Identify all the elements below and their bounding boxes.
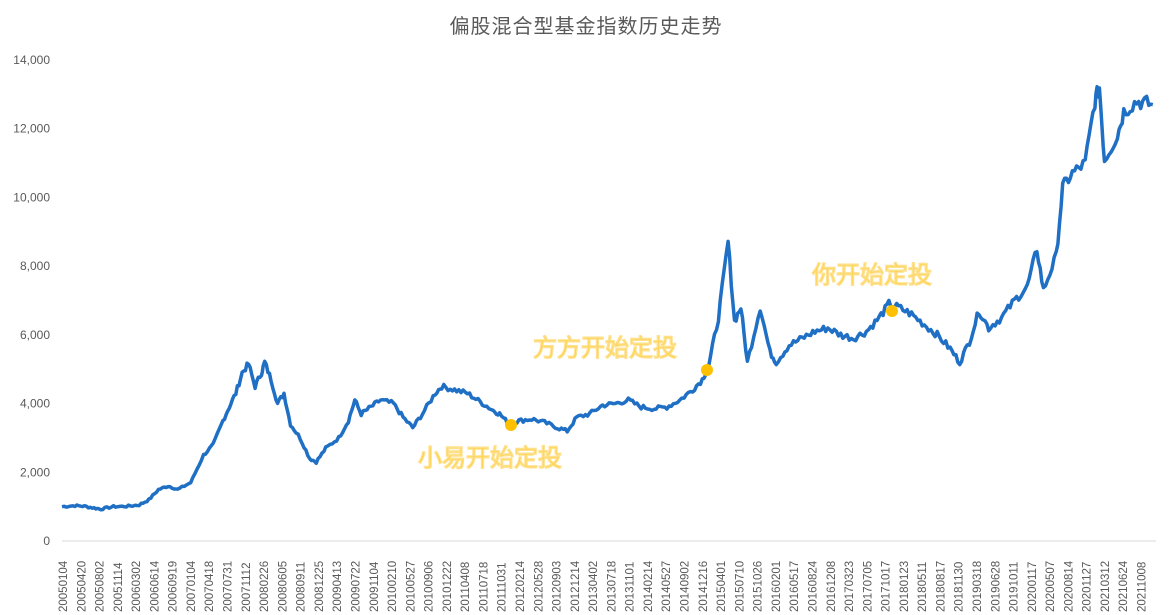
x-tick-label: 20091104	[369, 561, 381, 612]
chart-title: 偏股混合型基金指数历史走势	[449, 14, 723, 38]
x-tick-label: 20090413	[332, 561, 344, 612]
x-tick-label: 20100210	[387, 561, 399, 612]
annotation-label: 你开始定投	[811, 261, 932, 289]
x-tick-label: 20050802	[95, 561, 107, 612]
x-tick-label: 20180123	[899, 561, 911, 612]
x-tick-label: 20151026	[753, 561, 765, 612]
x-tick-label: 20060919	[168, 561, 180, 612]
x-tick-label: 20161208	[826, 561, 838, 612]
x-tick-label: 20070418	[204, 561, 216, 612]
index-line	[61, 84, 1154, 512]
y-tick-label: 4,000	[20, 397, 50, 411]
x-tick-label: 20180511	[917, 562, 929, 612]
x-tick-label: 20141216	[698, 561, 710, 612]
y-tick-label: 14,000	[13, 53, 50, 67]
x-tick-label: 20060614	[149, 560, 161, 612]
x-tick-label: 20111031	[497, 563, 509, 612]
x-tick-label: 20110408	[460, 562, 472, 612]
x-tick-label: 20140214	[643, 560, 655, 612]
annotation-label: 小易开始定投	[418, 444, 562, 472]
x-tick-label: 20171017	[881, 561, 893, 612]
x-tick-label: 20081225	[314, 561, 326, 612]
x-tick-label: 20080911	[296, 562, 308, 612]
x-tick-label: 20120528	[533, 561, 545, 612]
x-tick-label: 20050104	[58, 560, 70, 612]
start-marker-dot	[886, 305, 898, 317]
start-marker-dot	[701, 364, 713, 376]
x-tick-label: 20101222	[442, 561, 454, 612]
y-tick-label: 0	[43, 534, 50, 548]
x-tick-label: 20090722	[350, 561, 362, 612]
x-tick-label: 20060302	[131, 561, 143, 612]
x-tick-label: 20160201	[771, 561, 783, 612]
annotation-markers: 小易开始定投 方方开始定投 你开始定投	[418, 261, 933, 473]
x-tick-label: 20070104	[186, 560, 198, 612]
x-tick-label: 20201127	[1082, 562, 1094, 612]
x-tick-label: 20190318	[972, 561, 984, 612]
x-tick-label: 20200117	[1027, 562, 1039, 612]
x-tick-label: 20131101	[625, 562, 637, 612]
x-tick-label: 20051114	[113, 562, 125, 612]
x-tick-label: 20130718	[606, 561, 618, 612]
x-tick-label: 20100527	[405, 561, 417, 612]
x-tick-label: 20080605	[277, 561, 289, 612]
start-marker-dot	[505, 419, 517, 431]
x-tick-label: 20140902	[680, 561, 692, 612]
x-tick-label: 20200507	[1045, 561, 1057, 612]
x-tick-label: 20100906	[424, 561, 436, 612]
y-tick-label: 6,000	[20, 328, 50, 342]
x-tick-label: 20120214	[515, 560, 527, 612]
x-tick-label: 20210624	[1118, 560, 1130, 612]
y-axis: 0 2,000 4,000 6,000 8,000 10,000 12,000 14,000	[13, 53, 50, 548]
y-tick-label: 2,000	[20, 465, 50, 479]
x-tick-label: 20110718	[478, 562, 490, 612]
x-tick-label: 20080226	[259, 561, 271, 612]
x-tick-label: 20170323	[844, 561, 856, 612]
x-tick-label: 20160824	[807, 560, 819, 612]
x-tick-label: 20150710	[734, 561, 746, 612]
x-tick-label: 20130402	[588, 561, 600, 612]
annotation-label: 方方开始定投	[533, 334, 677, 362]
x-tick-label: 20070731	[223, 561, 235, 612]
x-tick-label: 20191011	[1009, 562, 1021, 612]
x-axis: 20050104 20050420 20050802 20051114 20060302…	[58, 560, 1149, 612]
y-tick-label: 10,000	[13, 190, 50, 204]
y-tick-label: 8,000	[20, 259, 50, 273]
x-tick-label: 20120903	[552, 561, 564, 612]
x-tick-label: 20180817	[935, 561, 947, 612]
x-tick-label: 20121214	[570, 560, 582, 612]
x-tick-label: 20210312	[1100, 561, 1112, 612]
x-tick-label: 20140527	[661, 561, 673, 612]
x-tick-label: 20181130	[954, 562, 966, 612]
x-tick-label: 20200814	[1063, 560, 1075, 612]
x-tick-label: 20050420	[76, 561, 88, 612]
x-tick-label: 20150401	[716, 561, 728, 612]
x-tick-label: 20160517	[789, 561, 801, 612]
x-tick-label: 20170705	[862, 561, 874, 612]
y-tick-label: 12,000	[13, 122, 50, 136]
x-tick-label: 20071112	[241, 563, 253, 612]
x-tick-label: 20211008	[1137, 562, 1149, 612]
x-tick-label: 20190628	[990, 561, 1002, 612]
